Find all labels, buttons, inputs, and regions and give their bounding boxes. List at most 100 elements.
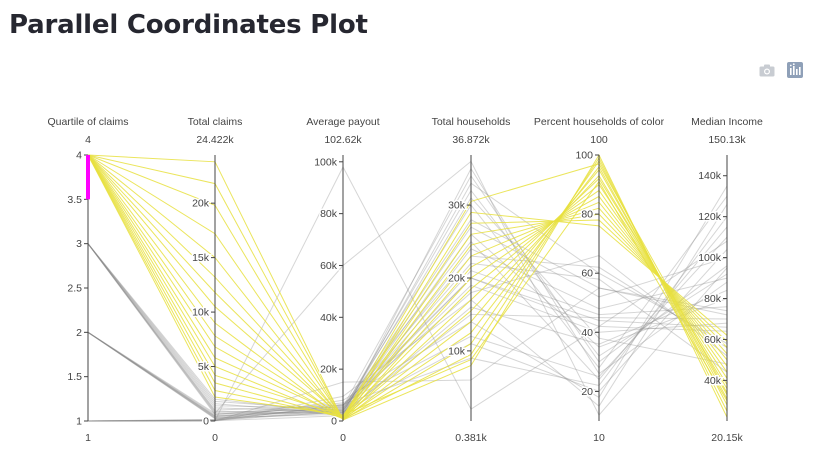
axis-tick-label: 80k <box>320 208 338 220</box>
page-title: Parallel Coordinates Plot <box>9 10 368 40</box>
axis-range-max-label: 24.422k <box>196 134 234 146</box>
axis-payout[interactable]: Average payout 102.62k 0 100k 80k 60k 40k 20k 0 <box>306 116 379 444</box>
data-line-highlight <box>87 154 728 419</box>
axis-claims[interactable]: Total claims 24.422k 0 20k 15k 10k 5k 0 <box>188 116 243 444</box>
data-line-highlight <box>87 154 728 420</box>
axis-tick-label: 2.5 <box>67 283 82 295</box>
axis-tick-label: 1 <box>76 416 82 428</box>
axis-tick-label: 15k <box>192 252 210 264</box>
data-line-context <box>87 195 728 419</box>
axis-title: Median Income <box>691 116 763 128</box>
axis-tick-label: 40k <box>320 312 338 324</box>
axis-title: Total households <box>432 116 511 128</box>
data-line-highlight <box>87 153 728 421</box>
axis-range-min-label: 10 <box>593 432 605 444</box>
camera-icon[interactable] <box>758 62 776 78</box>
axis-title: Total claims <box>188 116 243 128</box>
data-line-context <box>87 167 728 422</box>
axis-title: Percent households of color <box>534 116 665 128</box>
axis-tick-label: 60 <box>581 268 593 280</box>
data-line-context <box>87 185 728 422</box>
axis-tick-label: 140k <box>698 170 722 182</box>
data-line-context <box>87 189 728 422</box>
highlight-lines <box>87 153 728 421</box>
data-line-context <box>87 182 728 414</box>
modebar <box>758 62 804 78</box>
data-line-highlight <box>87 154 728 419</box>
axis-tick-label: 80 <box>581 209 593 221</box>
axis-tick-label: 10k <box>448 345 466 357</box>
data-line-highlight <box>87 154 728 416</box>
axis-tick-label: 40 <box>581 327 593 339</box>
axis-tick-label: 20 <box>581 386 593 398</box>
data-line-highlight <box>87 154 728 420</box>
axis-tick-label: 20k <box>448 272 466 284</box>
data-line-highlight <box>87 154 728 420</box>
axis-tick-label: 100k <box>314 156 338 168</box>
axis-range-min-label: 0.381k <box>455 432 487 444</box>
data-line-context <box>87 243 728 416</box>
data-line-highlight <box>87 154 728 417</box>
data-line-context <box>87 233 728 415</box>
axis-range-min-label: 20.15k <box>711 432 743 444</box>
axis-tick-label: 2 <box>76 327 82 339</box>
axis-range-max-label: 102.62k <box>324 134 362 146</box>
data-line-context <box>87 226 728 422</box>
axis-range-max-label: 36.872k <box>452 134 490 146</box>
axes: Quartile of claims 4 1 4 3.5 3 2.5 2 1.5 1 Total c… <box>47 116 763 444</box>
data-line-context <box>87 243 728 409</box>
axis-constraint-range[interactable] <box>86 155 90 200</box>
axis-tick-label: 5k <box>198 361 210 373</box>
axis-range-max-label: 100 <box>590 134 608 146</box>
axis-tick-label: 20k <box>320 364 338 376</box>
axis-title: Average payout <box>306 116 379 128</box>
axis-tick-label: 100 <box>575 150 593 162</box>
data-line-context <box>87 243 728 414</box>
data-line-context <box>87 249 728 422</box>
axis-range-min-label: 0 <box>212 432 218 444</box>
axis-range-max-label: 150.13k <box>708 134 746 146</box>
data-line-context <box>87 165 728 422</box>
data-line-context <box>87 287 728 422</box>
axis-tick-label: 100k <box>698 252 722 264</box>
data-line-highlight <box>87 154 728 419</box>
axis-income[interactable]: Median Income 150.13k 20.15k 140k 120k 100k 80… <box>691 116 763 444</box>
data-line-context <box>87 160 728 416</box>
axis-tick-label: 60k <box>320 260 338 272</box>
data-line-highlight <box>87 154 728 421</box>
axis-tick-label: 0 <box>203 416 209 428</box>
data-line-context <box>87 255 728 418</box>
data-line-highlight <box>87 154 728 417</box>
axis-tick-label: 30k <box>448 200 466 212</box>
axis-range-max-label: 4 <box>85 134 91 146</box>
data-line-context <box>87 289 728 419</box>
data-line-context <box>87 236 728 416</box>
axis-pct_color[interactable]: Percent households of color 100 10 100 80 60 4… <box>534 116 665 444</box>
data-line-highlight <box>87 154 728 420</box>
axis-households[interactable]: Total households 36.872k 0.381k 30k 20k 10k <box>432 116 511 444</box>
axis-tick-label: 20k <box>192 198 210 210</box>
data-line-highlight <box>87 154 728 420</box>
data-line-highlight <box>87 154 728 418</box>
axis-title: Quartile of claims <box>47 116 128 128</box>
data-line-context <box>87 284 728 417</box>
axis-tick-label: 120k <box>698 211 722 223</box>
axis-tick-label: 4 <box>76 150 82 162</box>
axis-range-min-label: 1 <box>85 432 91 444</box>
axis-tick-label: 1.5 <box>67 371 82 383</box>
axis-tick-label: 0 <box>331 416 337 428</box>
data-line-context <box>87 243 728 413</box>
axis-tick-label: 3.5 <box>67 194 82 206</box>
data-line-context <box>87 174 728 416</box>
axis-range-min-label: 0 <box>340 432 346 444</box>
data-line-highlight <box>87 154 728 418</box>
axis-tick-label: 40k <box>704 375 722 387</box>
axis-tick-label: 80k <box>704 293 722 305</box>
plotly-logo-icon[interactable] <box>786 62 804 78</box>
axis-tick-label: 3 <box>76 238 82 250</box>
data-line-context <box>87 196 728 413</box>
axis-tick-label: 60k <box>704 334 722 346</box>
axis-q[interactable]: Quartile of claims 4 1 4 3.5 3 2.5 2 1.5 1 <box>47 116 128 444</box>
axis-tick-label: 10k <box>192 307 210 319</box>
